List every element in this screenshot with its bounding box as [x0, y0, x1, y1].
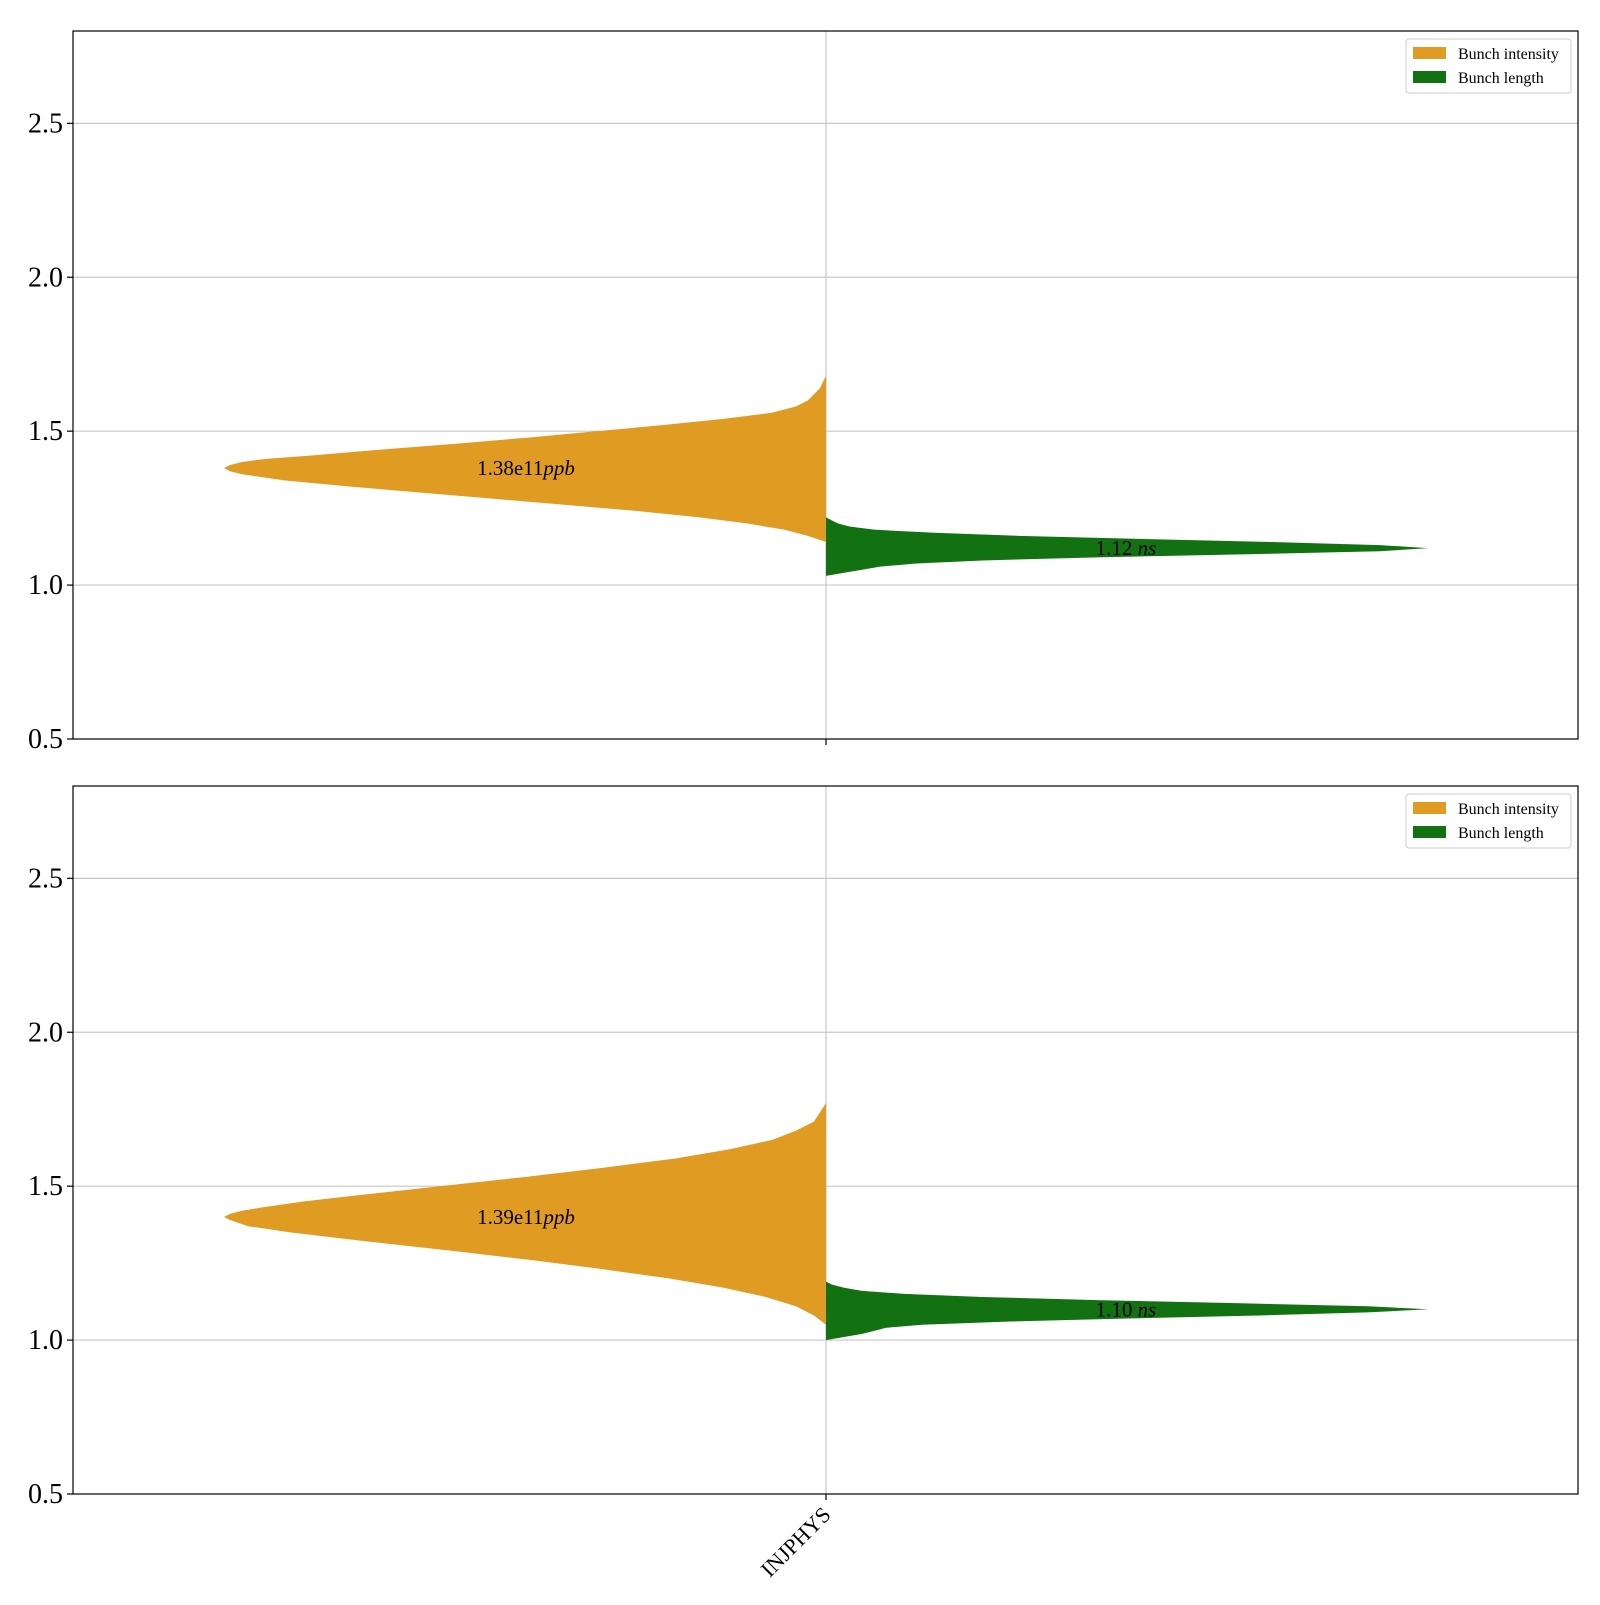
bunch-intensity-legend-swatch	[1413, 802, 1446, 814]
bunch-intensity-median-label: 1.38e11ppb	[477, 456, 575, 480]
bunch-intensity-violin	[224, 1103, 826, 1325]
y-tick-label: 2.0	[28, 262, 63, 293]
legend: Bunch intensity Bunch length	[1405, 793, 1572, 849]
legend-box	[1405, 793, 1572, 849]
bunch-intensity-legend-swatch	[1413, 47, 1446, 59]
bunch-length-violin	[826, 1281, 1428, 1341]
bunch-length-legend-label: Bunch length	[1458, 825, 1544, 842]
y-tick-label: 2.0	[28, 1017, 63, 1048]
y-tick-label: 1.5	[28, 1171, 63, 1202]
y-tick-label: 1.0	[28, 570, 63, 601]
bunch-length-median-label: 1.12 ns	[1096, 536, 1157, 560]
legend-box	[1405, 38, 1572, 94]
y-tick-label: 0.5	[28, 1479, 63, 1510]
legend: Bunch intensity Bunch length	[1405, 38, 1572, 94]
bunch-length-legend-swatch	[1413, 826, 1446, 838]
bunch-intensity-legend-label: Bunch intensity	[1458, 46, 1559, 63]
bunch-length-legend-label: Bunch length	[1458, 70, 1544, 87]
y-tick-label: 0.5	[28, 724, 63, 755]
bunch-intensity-legend-label: Bunch intensity	[1458, 801, 1559, 818]
y-tick-label: 2.5	[28, 863, 63, 894]
panel-2: 1.39e11ppb 1.10 ns 0.5 1.0 1.5 2.0 2.5 Bunch in…	[28, 785, 1579, 1510]
x-category-label: INJPHYS	[756, 1502, 836, 1582]
bunch-intensity-violin	[224, 375, 826, 542]
bunch-length-violin	[826, 517, 1428, 576]
bunch-length-legend-swatch	[1413, 71, 1446, 83]
y-tick-label: 1.5	[28, 416, 63, 447]
bunch-length-median-label: 1.10 ns	[1096, 1297, 1157, 1321]
y-tick-label: 2.5	[28, 108, 63, 139]
panel-1: 1.38e11ppb 1.12 ns 0.5 1.0 1.5 2.0 2.5 Bunch in…	[28, 30, 1579, 755]
bunch-intensity-median-label: 1.39e11ppb	[477, 1205, 575, 1229]
y-tick-label: 1.0	[28, 1325, 63, 1356]
